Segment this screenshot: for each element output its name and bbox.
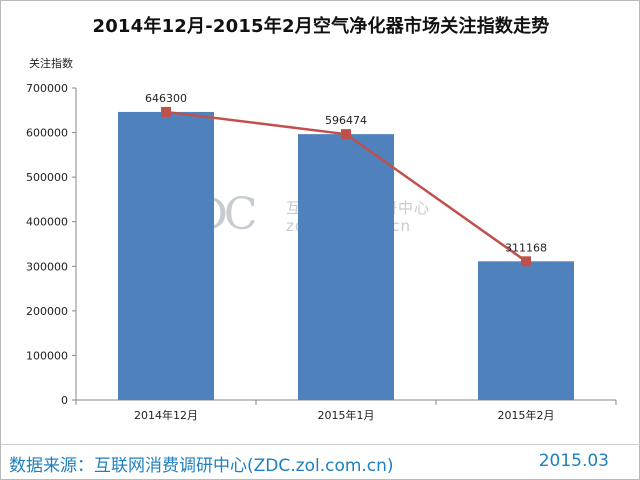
y-tick-label: 200000 bbox=[26, 305, 68, 318]
y-tick-label: 0 bbox=[61, 394, 68, 407]
bar bbox=[478, 261, 574, 400]
data-label: 596474 bbox=[325, 114, 367, 127]
chart-title: 2014年12月-2015年2月空气净化器市场关注指数走势 bbox=[92, 16, 550, 37]
x-tick-label: 2014年12月 bbox=[134, 408, 198, 422]
y-tick-label: 100000 bbox=[26, 349, 68, 362]
chart-svg: 关注指数 0 100000 200000 300000 400000 500000 60000… bbox=[26, 56, 617, 422]
footer-divider bbox=[1, 444, 640, 445]
x-tick-label: 2015年1月 bbox=[318, 408, 375, 422]
footer-source: 数据来源：互联网消费调研中心(ZDC.zol.com.cn) bbox=[9, 456, 394, 476]
trend-marker bbox=[161, 106, 171, 117]
y-tick-label: 400000 bbox=[26, 216, 68, 229]
y-axis-label: 关注指数 bbox=[29, 56, 73, 70]
trend-marker bbox=[341, 129, 351, 140]
y-tick-label: 600000 bbox=[26, 127, 68, 140]
data-label: 311168 bbox=[505, 241, 547, 254]
bar bbox=[298, 134, 394, 401]
y-tick-label: 300000 bbox=[26, 260, 68, 273]
y-tick-label: 500000 bbox=[26, 171, 68, 184]
bar bbox=[118, 111, 214, 400]
y-tick-label: 700000 bbox=[26, 82, 68, 95]
footer-date: 2015.03 bbox=[538, 451, 609, 471]
x-tick-label: 2015年2月 bbox=[498, 408, 555, 422]
data-label: 646300 bbox=[145, 92, 187, 105]
trend-marker bbox=[521, 256, 531, 267]
